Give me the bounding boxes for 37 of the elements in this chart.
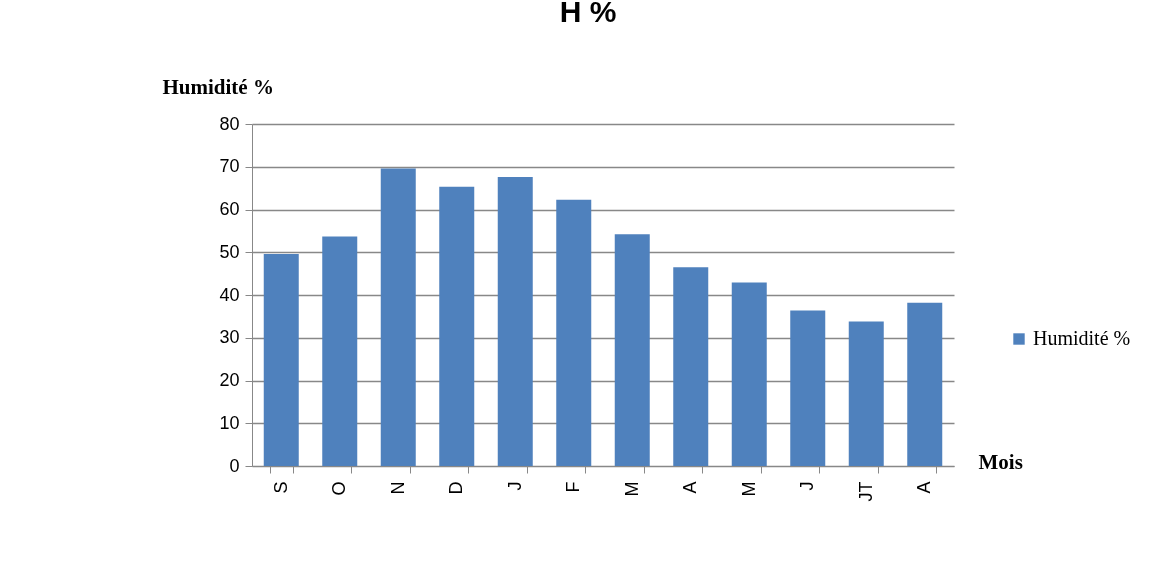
x-tick-label: D — [446, 481, 467, 495]
x-tick-label: A — [914, 481, 935, 494]
y-tick-label: 60 — [219, 199, 240, 219]
x-tick-label: A — [680, 481, 701, 494]
x-axis-title: Mois — [978, 449, 1023, 474]
bar — [907, 302, 943, 466]
bar — [731, 282, 767, 466]
x-tick-label: J — [797, 481, 818, 491]
bar — [673, 267, 709, 466]
bar — [380, 168, 416, 466]
y-tick-label: 80 — [219, 113, 240, 134]
x-tick-label: F — [563, 481, 584, 493]
x-tick-label: S — [270, 481, 291, 494]
y-axis-title: Humidité % — [162, 74, 274, 99]
bar — [614, 234, 650, 466]
bar — [322, 236, 358, 466]
bar — [263, 253, 299, 466]
x-tick-label: M — [738, 481, 759, 497]
y-tick-label: 10 — [219, 412, 240, 433]
chart-title: H % — [559, 0, 617, 28]
legend-label: Humidité % — [1033, 327, 1131, 349]
y-tick-label: 40 — [219, 284, 240, 305]
y-tick-label: 70 — [219, 156, 240, 177]
bar — [439, 186, 475, 466]
x-tick-label: JT — [855, 481, 876, 502]
bar — [790, 310, 826, 466]
bar — [497, 177, 533, 466]
y-tick-label: 50 — [219, 241, 240, 262]
y-tick-label: 20 — [219, 370, 240, 390]
x-tick-label: O — [329, 481, 350, 496]
x-tick-label: M — [621, 481, 642, 497]
x-tick-label: N — [387, 481, 408, 495]
y-tick-label: 30 — [219, 327, 240, 348]
bar — [848, 321, 884, 466]
x-tick-label: J — [504, 481, 525, 491]
y-tick-label: 0 — [229, 455, 240, 476]
bar — [556, 199, 592, 466]
